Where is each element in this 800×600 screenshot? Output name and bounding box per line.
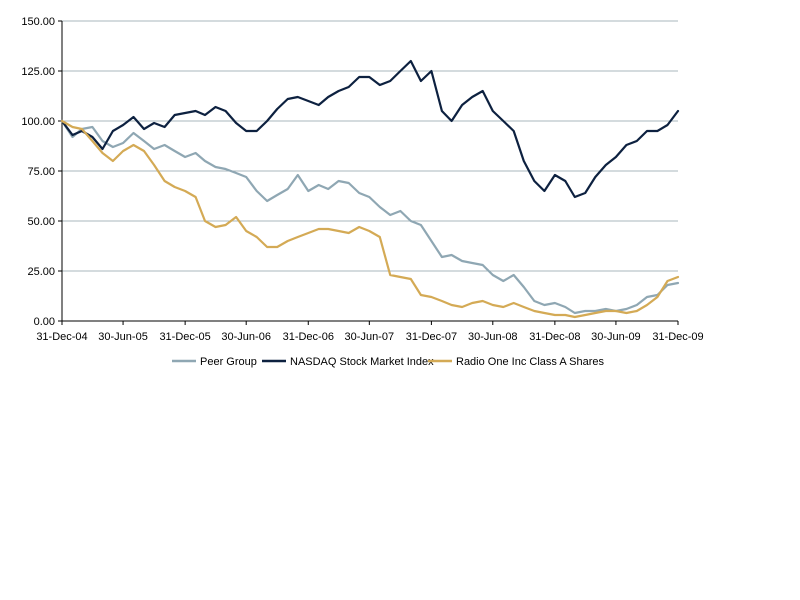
x-tick-label: 31-Dec-09	[652, 331, 703, 343]
y-tick-label: 125.00	[21, 66, 55, 78]
y-tick-label: 100.00	[21, 116, 55, 128]
x-tick-label: 31-Dec-05	[159, 331, 210, 343]
x-tick-label: 30-Jun-06	[221, 331, 271, 343]
y-tick-label: 50.00	[27, 216, 55, 228]
legend-label-0: Peer Group	[200, 356, 257, 368]
x-tick-label: 30-Jun-08	[468, 331, 518, 343]
y-tick-label: 0.00	[34, 316, 55, 328]
x-tick-label: 31-Dec-06	[283, 331, 334, 343]
series-lines	[60, 59, 680, 319]
y-tick-label: 75.00	[27, 166, 55, 178]
y-tick-label: 150.00	[21, 16, 55, 28]
series-line-1	[60, 59, 680, 199]
axes	[58, 20, 679, 325]
x-tick-label: 31-Dec-04	[36, 331, 87, 343]
legend-label-1: NASDAQ Stock Market Index	[290, 356, 434, 368]
x-tick-label: 30-Jun-09	[591, 331, 641, 343]
series-line-0	[60, 119, 680, 315]
series-line-2	[60, 119, 680, 319]
legend-label-2: Radio One Inc Class A Shares	[456, 356, 604, 368]
x-axis-tick-labels: 31-Dec-04 30-Jun-05 31-Dec-05 30-Jun-06 31-D…	[36, 331, 703, 343]
y-tick-label: 25.00	[27, 266, 55, 278]
x-tick-label: 31-Dec-08	[529, 331, 580, 343]
y-axis-tick-labels: 0.00 25.00 50.00 75.00 100.00 125.00 150.00	[21, 16, 55, 328]
legend: Peer Group NASDAQ Stock Market Index Radio…	[172, 356, 604, 368]
x-tick-label: 31-Dec-07	[406, 331, 457, 343]
x-tick-label: 30-Jun-07	[345, 331, 395, 343]
gridlines	[62, 20, 678, 272]
x-tick-label: 30-Jun-05	[98, 331, 148, 343]
